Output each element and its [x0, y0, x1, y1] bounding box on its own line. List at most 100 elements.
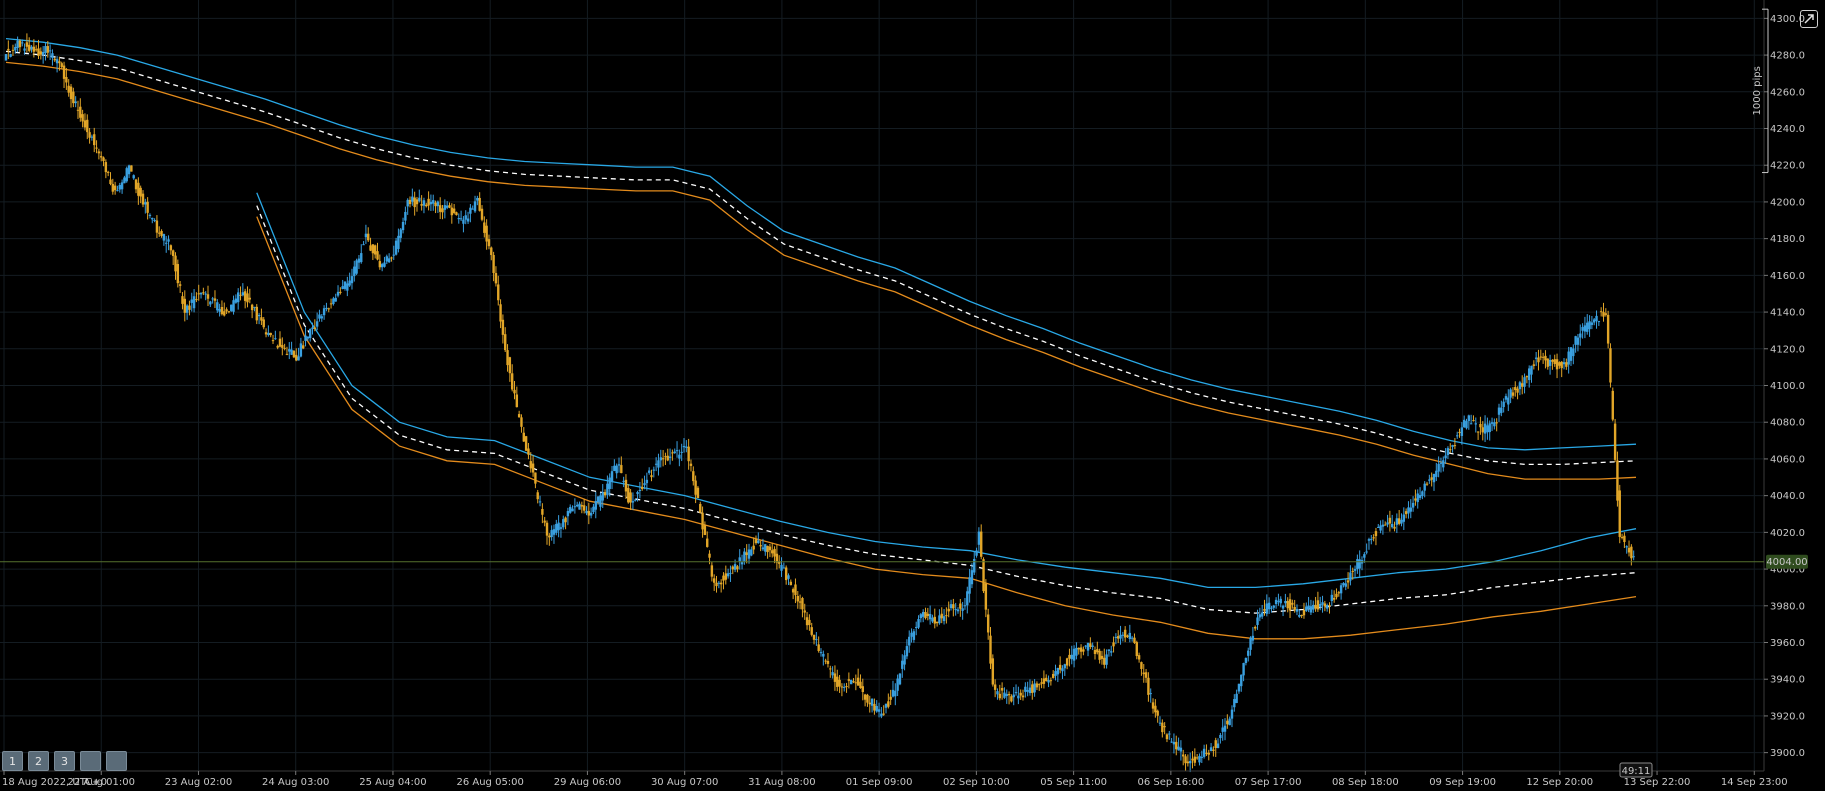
candle-body: [573, 506, 577, 508]
candle-body: [1065, 658, 1069, 666]
candle-body: [1277, 600, 1280, 602]
candle-body: [773, 548, 776, 557]
candle-body: [1267, 602, 1271, 610]
candle-body: [543, 520, 546, 523]
candle-body: [378, 261, 382, 268]
candle-body: [852, 681, 855, 683]
y-tick-label: 4120.0: [1770, 344, 1805, 355]
candle-body: [380, 264, 384, 268]
candle-body: [1319, 603, 1322, 607]
candle-body: [1339, 585, 1343, 594]
candle-body: [784, 567, 788, 581]
candle-body: [694, 480, 697, 495]
candle-body: [1495, 422, 1498, 424]
candle-body: [889, 696, 892, 700]
candle-body: [708, 553, 711, 558]
candle-body: [311, 327, 314, 330]
candle-body: [167, 239, 170, 242]
candle-body: [910, 632, 913, 637]
candle-body: [1000, 687, 1004, 691]
candle-body: [766, 545, 769, 553]
y-tick-label: 4080.0: [1770, 418, 1805, 429]
candle-body: [83, 120, 87, 128]
candle-body: [1091, 645, 1094, 647]
workspace-button-3[interactable]: 3: [54, 751, 75, 771]
candle-body: [1393, 526, 1396, 529]
candle-body: [564, 517, 567, 523]
candle-body: [1130, 637, 1134, 639]
expand-icon[interactable]: [1800, 10, 1818, 28]
candle-body: [729, 572, 732, 574]
candle-body: [322, 308, 326, 316]
candle-body: [48, 50, 52, 52]
candle-body: [984, 583, 988, 610]
candle-body: [1258, 614, 1262, 618]
candle-body: [641, 486, 644, 489]
candle-body: [95, 147, 98, 149]
workspace-button-1[interactable]: 1: [2, 751, 23, 771]
candle-body: [699, 504, 702, 513]
candle-body: [1442, 460, 1445, 468]
band-upper-line: [5, 37, 1637, 451]
candle-body: [492, 255, 495, 273]
candle-body: [1256, 617, 1259, 625]
candle-body: [1374, 531, 1378, 537]
candle-body: [1191, 758, 1194, 761]
candle-body: [1474, 423, 1477, 425]
candle-body: [952, 604, 955, 609]
x-tick-label: 18 Aug 2022, UTC+0: [2, 777, 107, 788]
candle-body: [1207, 752, 1210, 755]
candle-body: [255, 306, 258, 321]
workspace-button-5[interactable]: [106, 751, 127, 771]
candle-body: [206, 294, 210, 299]
price-axis[interactable]: 4300.0 4280.0 4260.0 4240.0 4220.0 4200.0 4180…: [1764, 14, 1805, 759]
candle-body: [504, 334, 507, 351]
candle-body: [536, 492, 539, 500]
candle-body: [552, 529, 556, 535]
candle-body: [1351, 570, 1354, 572]
candle-body: [924, 611, 927, 619]
candle-body: [606, 483, 609, 495]
candle-body: [1353, 569, 1357, 571]
workspace-button-4[interactable]: [80, 751, 101, 771]
candle-body: [919, 614, 923, 619]
candle-body: [1198, 755, 1201, 763]
candle-body: [826, 661, 830, 664]
candle-body: [1105, 654, 1108, 665]
candle-body: [1467, 415, 1471, 422]
candle-body: [671, 452, 674, 454]
candle-body: [390, 257, 393, 259]
candle-body: [794, 584, 797, 596]
candle-body: [1286, 600, 1289, 609]
candle-body: [740, 561, 744, 565]
x-tick-label: 26 Aug 05:00: [456, 777, 523, 788]
candle-body: [241, 292, 245, 296]
countdown-badge-bg: [1619, 762, 1653, 778]
candle-body: [1305, 606, 1308, 611]
candle-body: [313, 327, 317, 330]
candle-body: [288, 349, 291, 352]
candle-body: [274, 338, 277, 340]
candle-body: [520, 417, 523, 427]
candle-body: [1328, 604, 1331, 606]
candle-body: [257, 314, 261, 317]
workspace-button-2[interactable]: 2: [28, 751, 49, 771]
candle-body: [1507, 397, 1510, 405]
candle-body: [462, 219, 465, 224]
candle-body: [1534, 357, 1538, 359]
candle-body: [1395, 518, 1399, 525]
candle-body: [383, 262, 386, 267]
candle-body: [847, 679, 851, 681]
candle-body: [137, 182, 140, 196]
candle-body: [262, 319, 265, 328]
candle-body: [1182, 754, 1185, 757]
candle-body: [578, 503, 581, 510]
candle-body: [1263, 608, 1266, 611]
candle-body: [1312, 604, 1315, 610]
time-axis[interactable]: 18 Aug 2022, UTC+022 Aug 01:00 23 Aug 02:…: [2, 771, 1788, 788]
candle-body: [1254, 626, 1257, 629]
candle-body: [1574, 336, 1577, 345]
candle-body: [1249, 637, 1252, 650]
candle-body: [1005, 694, 1008, 696]
